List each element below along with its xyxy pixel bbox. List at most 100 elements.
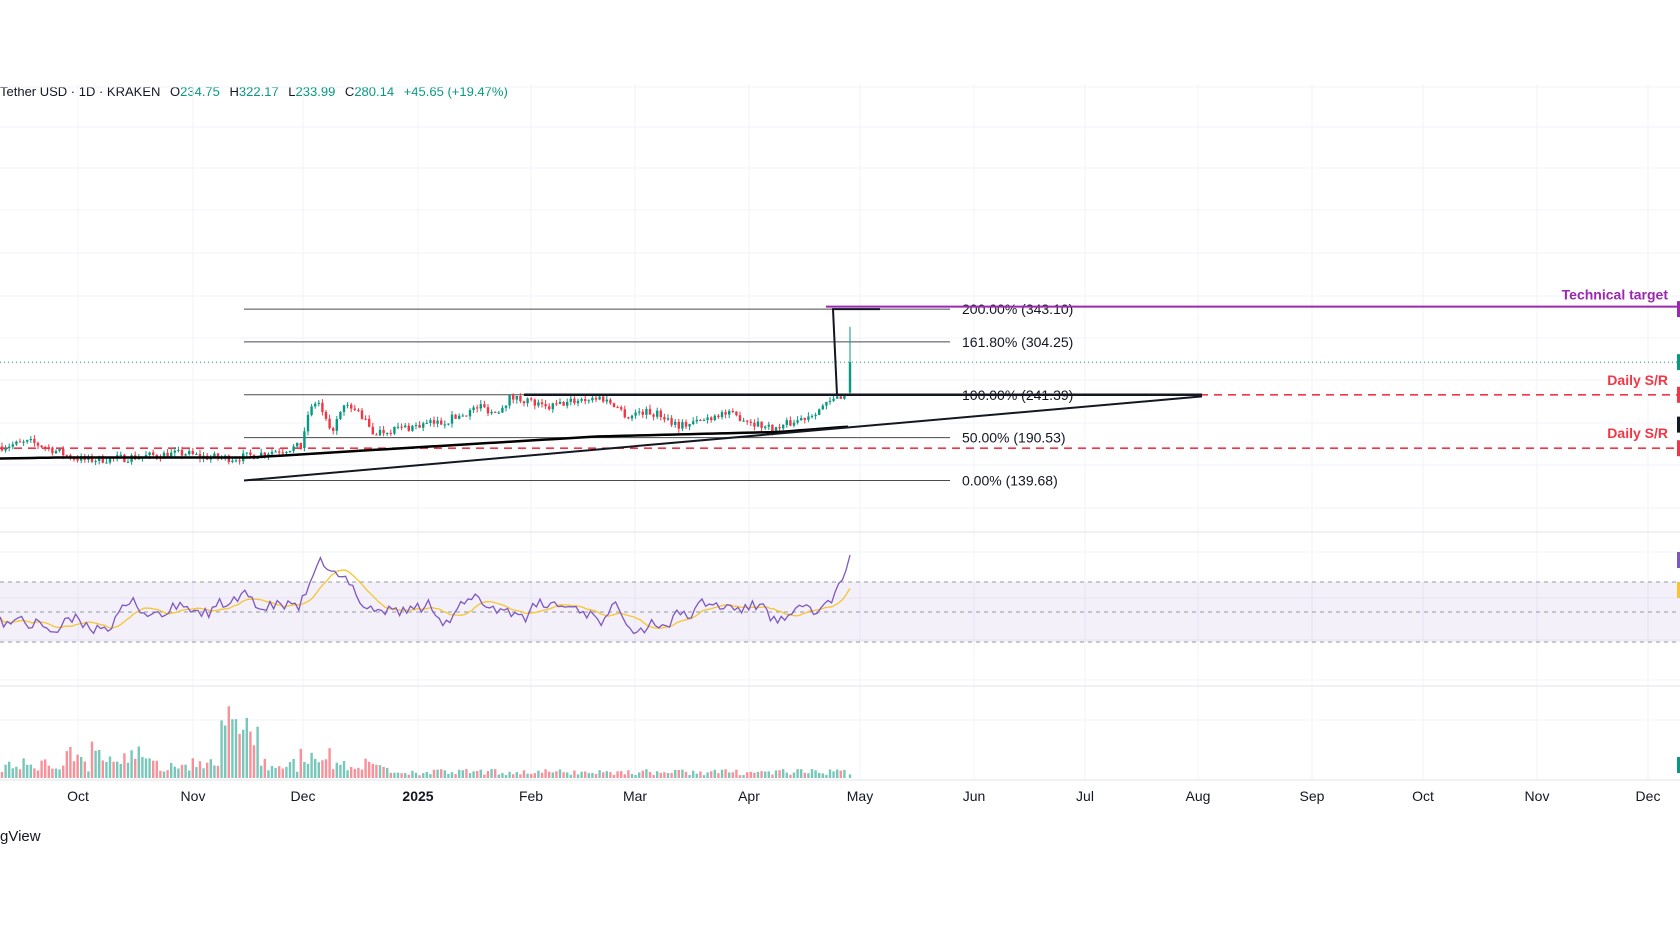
- technical-target-label: Technical target: [1562, 287, 1669, 303]
- candle-body: [346, 404, 349, 406]
- volume-bar: [652, 775, 655, 778]
- volume-bar: [648, 771, 652, 778]
- candle-body: [216, 453, 220, 458]
- volume-bar: [299, 748, 302, 778]
- volume-bar: [728, 772, 731, 778]
- tradingview-brand[interactable]: gView: [0, 828, 41, 845]
- volume-bar: [677, 769, 680, 778]
- volume-bar: [422, 773, 425, 778]
- volume-bar: [389, 772, 392, 778]
- volume-bar: [188, 770, 191, 778]
- volume-bar: [432, 769, 436, 778]
- volume-bar: [94, 750, 97, 778]
- volume-bar: [515, 772, 518, 778]
- volume-bar: [72, 761, 76, 778]
- symbol-label[interactable]: Tether USD · 1D · KRAKEN: [0, 84, 161, 99]
- candle-body: [710, 417, 713, 421]
- volume-bar: [342, 761, 346, 778]
- candle-body: [8, 446, 11, 449]
- candle-body: [94, 460, 97, 462]
- candle-body: [422, 423, 425, 428]
- candle-body: [814, 414, 817, 417]
- candle-body: [447, 423, 450, 425]
- volume-bar: [807, 773, 810, 778]
- close-value: 280.14: [354, 84, 395, 99]
- volume-bar: [494, 769, 497, 778]
- candle-body: [684, 422, 688, 427]
- volume-bar: [674, 769, 677, 778]
- volume-bar: [735, 769, 738, 778]
- candle-body: [440, 420, 443, 425]
- candle-body: [782, 424, 785, 429]
- volume-bar: [774, 770, 778, 778]
- candle-body: [188, 450, 191, 455]
- candle-body: [249, 452, 252, 455]
- volume-bar: [587, 773, 590, 778]
- candle-body: [562, 401, 565, 406]
- candle-body: [508, 394, 511, 406]
- candle-body: [472, 407, 475, 411]
- candle-body: [576, 400, 580, 404]
- candle-body: [76, 458, 79, 461]
- volume-bar: [375, 764, 378, 778]
- candle-body: [213, 453, 216, 458]
- volume-bar: [623, 774, 626, 778]
- axis-price-marker: [1677, 354, 1680, 371]
- candle-body: [285, 452, 288, 454]
- candle-body: [540, 402, 544, 405]
- volume-bar: [292, 758, 295, 778]
- volume-bar: [234, 719, 238, 778]
- volume-bar: [483, 774, 486, 778]
- candle-body: [108, 457, 112, 463]
- volume-bar: [335, 762, 338, 778]
- volume-bar: [152, 760, 155, 778]
- volume-bar: [396, 772, 400, 778]
- volume-bar: [213, 765, 216, 778]
- candle-body: [735, 411, 738, 416]
- volume-bar: [8, 761, 11, 778]
- volume-bar: [324, 759, 328, 778]
- candle-body: [544, 404, 547, 407]
- x-axis-tick-label: Oct: [1412, 788, 1434, 804]
- candle-body: [170, 452, 173, 458]
- volume-bar: [620, 771, 623, 778]
- volume-bar: [400, 773, 403, 778]
- volume-bar: [519, 774, 522, 778]
- volume-bar: [450, 772, 454, 778]
- volume-bar: [177, 768, 180, 778]
- volume-bar: [792, 772, 796, 778]
- volume-bar: [382, 766, 385, 778]
- volume-bar: [134, 758, 137, 778]
- volume-bar: [562, 772, 565, 778]
- volume-bar: [785, 772, 788, 778]
- x-axis-tick-label: Nov: [181, 788, 206, 804]
- volume-bar: [537, 770, 540, 778]
- candle-body: [652, 414, 655, 417]
- candle-body: [602, 396, 605, 402]
- volume-bar: [512, 774, 515, 778]
- candle-body: [281, 452, 284, 454]
- volume-bar: [731, 772, 734, 778]
- volume-bar: [317, 762, 320, 778]
- candle-body: [317, 402, 320, 404]
- candle-body: [486, 407, 490, 414]
- axis-price-marker: [1677, 301, 1680, 318]
- volume-bar: [44, 759, 47, 778]
- candle-body: [767, 424, 770, 427]
- volume-bar: [54, 768, 58, 778]
- candle-body: [328, 418, 331, 429]
- volume-bar: [321, 760, 324, 778]
- candle-body: [807, 416, 810, 420]
- volume-bar: [119, 763, 122, 778]
- volume-bar: [296, 771, 299, 778]
- volume-bar: [393, 772, 396, 778]
- candle-body: [638, 411, 641, 413]
- volume-bar: [447, 773, 450, 778]
- candle-body: [713, 415, 716, 421]
- volume-bar: [270, 766, 274, 778]
- candle-body: [47, 447, 50, 449]
- volume-bar: [274, 767, 277, 778]
- change-value: +45.65 (+19.47%): [403, 84, 508, 99]
- candle-body: [33, 438, 36, 443]
